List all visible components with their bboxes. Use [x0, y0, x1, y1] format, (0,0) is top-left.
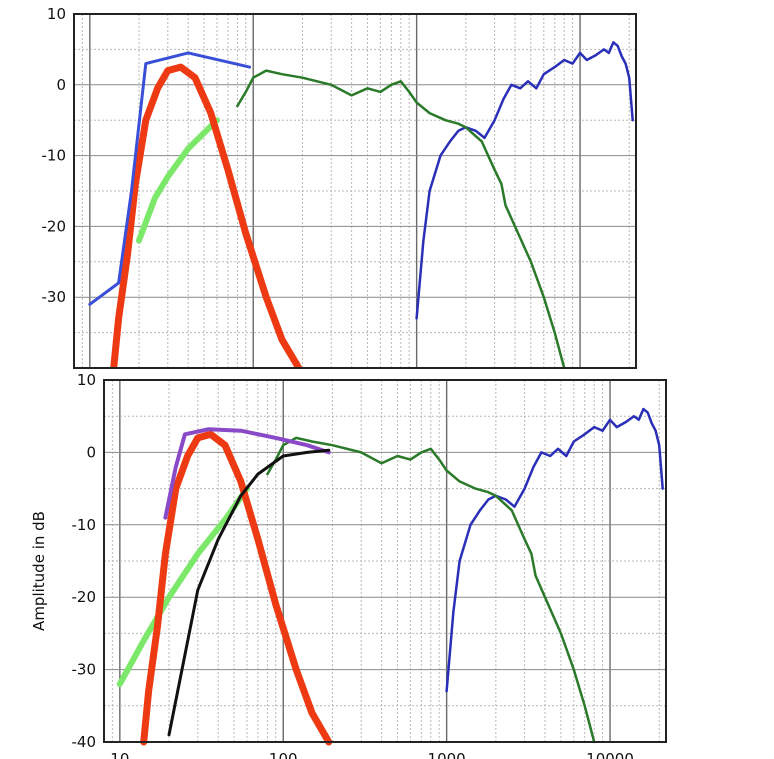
y-tick-label: -30	[42, 288, 67, 306]
y-tick-label: -20	[42, 217, 67, 235]
series-line-1	[445, 407, 664, 693]
series-group	[88, 41, 634, 368]
y-tick-label: -10	[42, 147, 67, 165]
series-line-5	[88, 51, 252, 306]
x-tick-label: 100	[269, 750, 298, 759]
y-axis-label: Amplitude in dB	[30, 511, 48, 631]
y-tick-label: 0	[56, 76, 66, 94]
y-tick-label: 10	[47, 5, 66, 23]
series-line-3	[116, 485, 250, 688]
series-line-6	[167, 448, 331, 737]
y-tick-label: -20	[72, 588, 97, 606]
x-tick-label: 10	[110, 750, 129, 759]
y-tick-label: 0	[86, 443, 96, 461]
y-tick-label: -40	[72, 733, 97, 751]
plot-frame	[73, 13, 637, 369]
grid	[73, 13, 636, 369]
y-tick-label: -10	[72, 516, 97, 534]
series-line-3	[136, 117, 220, 244]
grid	[103, 379, 666, 743]
x-tick-label: 10000	[586, 750, 634, 759]
x-tick-label: 1000	[428, 750, 466, 759]
series-line-2	[236, 69, 566, 368]
series-line-5	[163, 427, 331, 520]
y-tick-label: 10	[77, 371, 96, 389]
chart-panel-1: 10 0 -10 -20 -30	[42, 5, 637, 369]
series-line-4	[140, 430, 333, 746]
y-tick-label: -30	[72, 661, 97, 679]
series-group	[116, 407, 664, 746]
plot-frame	[103, 379, 667, 743]
series-line-2	[266, 436, 596, 744]
series-line-1	[415, 41, 634, 320]
series-line-4	[110, 63, 303, 368]
